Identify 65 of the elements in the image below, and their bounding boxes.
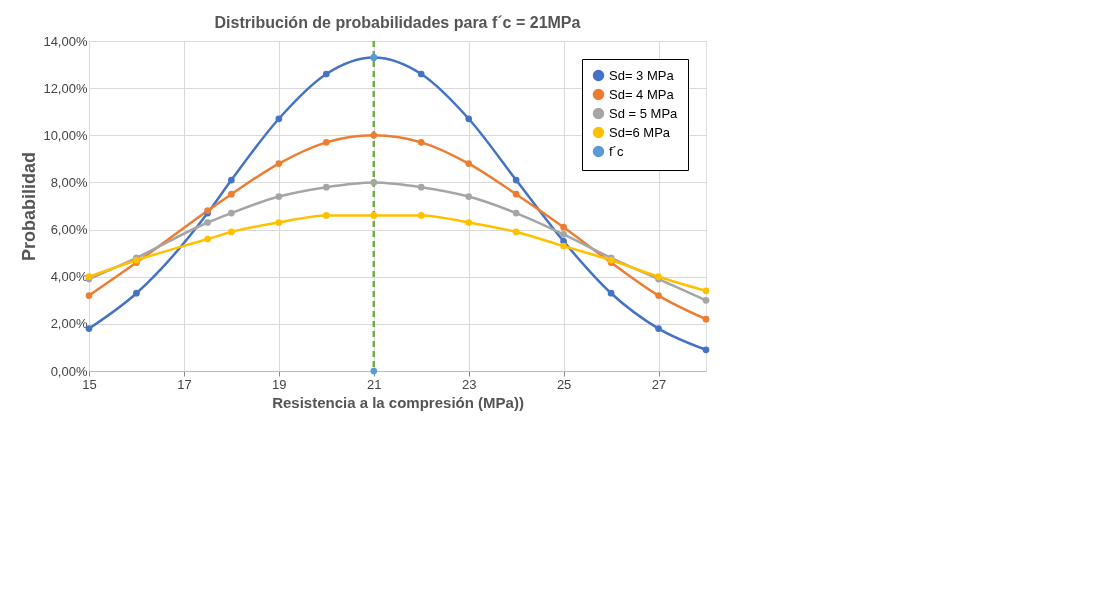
point [417,183,425,191]
point [322,212,330,219]
point [370,367,378,375]
y-tick-label: 4,00% [50,269,88,285]
point [322,183,330,191]
point [655,292,662,299]
x-tick-label: 27 [651,376,667,392]
point [702,287,710,295]
point [607,289,615,297]
point [275,160,283,167]
point [204,219,212,226]
x-tick-label: 15 [82,376,97,392]
point [465,193,473,200]
point [465,160,473,167]
y-tick-label: 12,00% [43,80,88,96]
point [512,190,520,198]
point [228,176,235,184]
point [417,139,425,146]
x-tick-label: 23 [461,376,477,392]
legend-label: Sd= 3 MPa [609,67,675,83]
y-tick-label: 14,00% [43,33,88,49]
point [655,325,662,332]
point [275,219,283,226]
point [322,139,330,146]
point [560,230,567,238]
y-tick-label: 0,00% [50,363,88,379]
point [465,115,473,123]
point [275,193,283,200]
y-tick-label: 2,00% [50,316,88,332]
point [228,190,235,198]
point [133,289,140,297]
y-axis-title: Probabilidad [19,151,40,262]
point [370,179,378,186]
legend-label: Sd=6 MPa [609,124,671,140]
point [560,223,567,231]
y-tick-label: 10,00% [43,127,88,143]
point [417,70,425,78]
point [322,70,330,78]
point [204,235,212,243]
y-tick-label: 6,00% [50,222,88,238]
point [702,315,710,323]
point [370,212,378,219]
point [512,176,520,184]
point [702,296,710,304]
point [228,209,235,217]
point [228,228,235,236]
y-tick-label: 8,00% [50,174,88,190]
x-tick-label: 25 [556,376,572,392]
legend-label: Sd= 4 MPa [609,86,675,102]
legend-label: f´c [609,143,624,159]
point [702,346,710,354]
x-tick-label: 17 [177,376,192,392]
chart-title: Distribución de probabilidades para f´c = 21MPa [214,14,581,31]
point [465,219,473,226]
point [85,292,93,299]
point [512,209,520,217]
x-tick-label: 21 [367,376,382,392]
point [560,242,567,250]
point [512,228,520,236]
point [417,212,425,219]
legend-label: Sd = 5 MPa [609,105,679,121]
point [275,115,283,123]
point [370,131,378,139]
x-tick-label: 19 [272,376,287,392]
x-axis-title: Resistencia a la compresión (MPa)) [272,393,524,411]
